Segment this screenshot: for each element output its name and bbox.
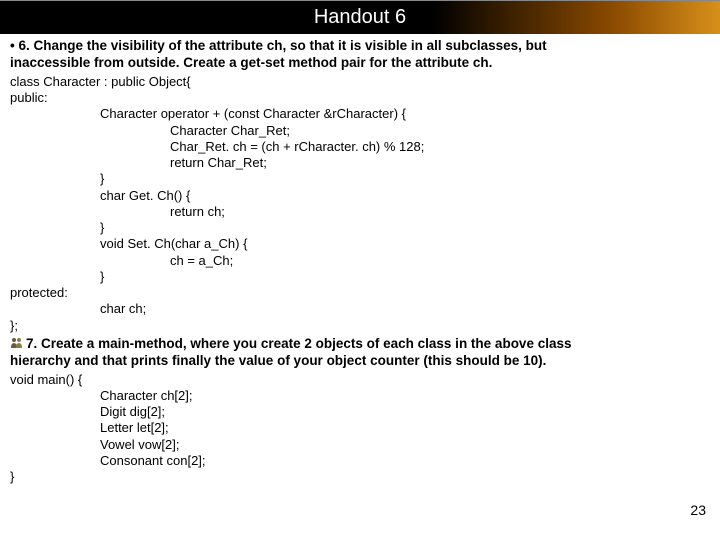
code-line: } [10, 220, 710, 236]
title-bar: Handout 6 [0, 0, 720, 34]
code-line: Digit dig[2]; [10, 404, 710, 420]
code-line: char ch; [10, 301, 710, 317]
code-line: Vowel vow[2]; [10, 437, 710, 453]
slide-content: • 6. Change the visibility of the attrib… [0, 34, 720, 485]
code-line: return ch; [10, 204, 710, 220]
code-line: ch = a_Ch; [10, 253, 710, 269]
code-line: } [10, 171, 710, 187]
task7-num: 7. [26, 336, 37, 351]
code-line: Character ch[2]; [10, 388, 710, 404]
task6-bullet: • 6. [10, 38, 30, 53]
task7-line-a: Create a main-method, where you create 2… [41, 336, 571, 351]
task7-para: 7. Create a main-method, where you creat… [10, 336, 710, 370]
task7-line-b: hierarchy and that prints finally the va… [10, 353, 546, 368]
title-text: Handout 6 [314, 6, 406, 29]
code-line: public: [10, 90, 710, 106]
code-line: Consonant con[2]; [10, 453, 710, 469]
code-line: Char_Ret. ch = (ch + rCharacter. ch) % 1… [10, 139, 710, 155]
code-line: } [10, 469, 710, 485]
task6-line-a: Change the visibility of the attribute c… [34, 38, 547, 53]
people-icon [10, 336, 24, 347]
code-line: class Character : public Object{ [10, 74, 710, 90]
code6-block: class Character : public Object{ public:… [10, 74, 710, 334]
code-line: protected: [10, 285, 710, 301]
code-line: Character Char_Ret; [10, 123, 710, 139]
code-line: Character operator + (const Character &r… [10, 106, 710, 122]
code-line: return Char_Ret; [10, 155, 710, 171]
code-line: void Set. Ch(char a_Ch) { [10, 236, 710, 252]
task6-line-b: inaccessible from outside. Create a get-… [10, 55, 492, 70]
code-line: Letter let[2]; [10, 420, 710, 436]
code-line: void main() { [10, 372, 710, 388]
code-line: char Get. Ch() { [10, 188, 710, 204]
page-number: 23 [690, 502, 706, 518]
task6-para: • 6. Change the visibility of the attrib… [10, 38, 710, 72]
code7-block: void main() { Character ch[2]; Digit dig… [10, 372, 710, 486]
code-line: }; [10, 318, 710, 334]
code-line: } [10, 269, 710, 285]
